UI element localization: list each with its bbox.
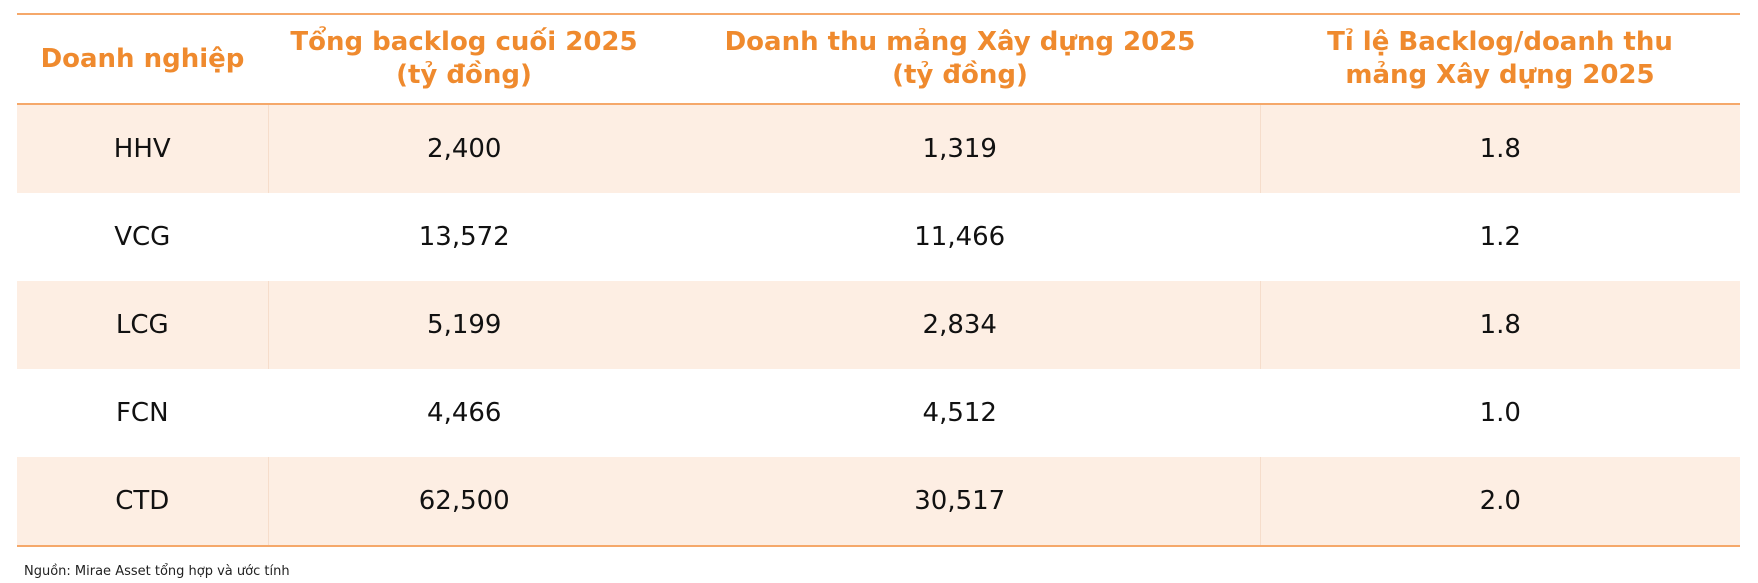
value-cell: 30,517 xyxy=(660,457,1261,546)
value-cell: 13,572 xyxy=(418,222,510,252)
table-row: VCG 13,572 11,466 1.2 xyxy=(17,193,1740,281)
header-row: Doanh nghiệp Tổng backlog cuối 2025 (tỷ đ… xyxy=(17,14,1740,105)
table-row: HHV 2,400 1,319 1.8 xyxy=(17,104,1740,193)
value-cell: 5,199 xyxy=(268,281,660,369)
column-header: Doanh nghiệp xyxy=(17,14,268,105)
data-table: Doanh nghiệp Tổng backlog cuối 2025 (tỷ đ… xyxy=(17,13,1740,547)
value-cell: 2.0 xyxy=(1260,457,1740,546)
value-cell: 2,400 xyxy=(268,104,660,193)
value-cell: 1.0 xyxy=(1479,398,1521,428)
company-cell: VCG xyxy=(114,222,171,252)
value-cell: 1,319 xyxy=(660,104,1261,193)
value-cell: 1.2 xyxy=(1479,222,1521,252)
value-cell: 1.8 xyxy=(1260,104,1740,193)
column-header: Tổng backlog cuối 2025 (tỷ đồng) xyxy=(268,14,660,105)
value-cell: 2,834 xyxy=(660,281,1261,369)
column-header: Tỉ lệ Backlog/doanh thu mảng Xây dựng 20… xyxy=(1260,14,1740,105)
table-row: CTD 62,500 30,517 2.0 xyxy=(17,457,1740,546)
table-body: HHV 2,400 1,319 1.8 VCG 13,572 11,466 1.2 LCG 5,1… xyxy=(17,104,1740,546)
column-header: Doanh thu mảng Xây dựng 2025 (tỷ đồng) xyxy=(660,14,1260,105)
value-cell: 4,466 xyxy=(427,398,502,428)
company-cell: HHV xyxy=(17,104,269,193)
value-cell: 11,466 xyxy=(914,222,1006,252)
table-row: FCN 4,466 4,512 1.0 xyxy=(17,369,1740,457)
company-cell: FCN xyxy=(115,398,169,428)
footnote: Nguồn: Mirae Asset tổng hợp và ước tính xyxy=(24,564,290,579)
table-row: LCG 5,199 2,834 1.8 xyxy=(17,281,1740,369)
value-cell: 4,512 xyxy=(922,398,997,428)
value-cell: 1.8 xyxy=(1260,281,1740,369)
value-cell: 62,500 xyxy=(268,457,660,546)
company-cell: CTD xyxy=(17,457,269,546)
company-cell: LCG xyxy=(17,281,269,369)
